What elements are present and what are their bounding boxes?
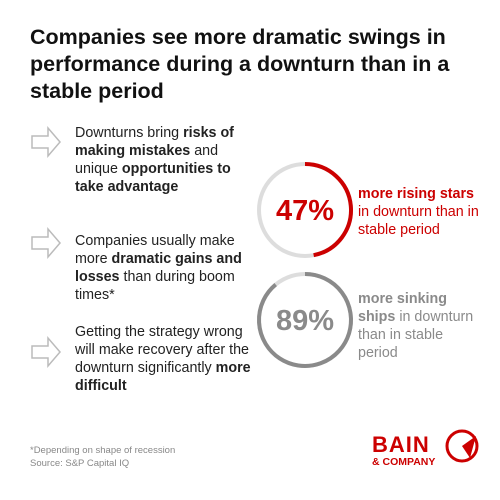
text-segment: and unique	[75, 143, 219, 177]
footnote: Source: S&P Capital IQ	[30, 458, 130, 469]
text-segment: Companies usually make more	[75, 233, 235, 267]
text-segment: in downturn than in stable period	[358, 204, 479, 238]
text-segment: more difficult	[75, 360, 251, 394]
text-segment: opportunities to take advantage	[75, 161, 231, 195]
arrow	[31, 125, 61, 159]
point: Companies usually make more dramatic gai…	[75, 232, 253, 304]
ring-arc	[257, 272, 353, 368]
point: Downturns bring risks of making mistakes…	[75, 124, 253, 196]
logo-name: BAIN	[372, 432, 430, 457]
title: Companies see more dramatic swings in pe…	[30, 25, 450, 103]
point: Getting the strategy wrong will make rec…	[75, 323, 253, 395]
text-segment: risks of making mistakes	[75, 125, 234, 159]
arrow	[31, 226, 61, 260]
stat-value: 89%	[276, 305, 334, 337]
ring-arc	[304, 162, 353, 258]
text-segment: Downturns bring	[75, 125, 184, 141]
text-segment: in downturn than in stable period	[358, 309, 474, 361]
text-segment: dramatic gains and losses	[75, 251, 242, 285]
text-segment: than during boom times*	[75, 269, 235, 303]
arrows	[31, 125, 61, 369]
arrow	[31, 335, 61, 369]
text-segment: Getting the strategy wrong will make rec…	[75, 324, 250, 376]
logo-icon	[445, 429, 479, 463]
stat-text: more rising stars in downturn than in st…	[358, 185, 483, 239]
stat-value: 47%	[276, 195, 334, 227]
footnote: *Depending on shape of recession	[30, 445, 176, 456]
stat-text: more sinking ships in downturn than in s…	[358, 290, 483, 362]
text-segment: more rising stars	[358, 186, 475, 202]
text-segment: more sinking ships	[358, 291, 447, 325]
logo-sub: & COMPANY	[372, 456, 436, 468]
